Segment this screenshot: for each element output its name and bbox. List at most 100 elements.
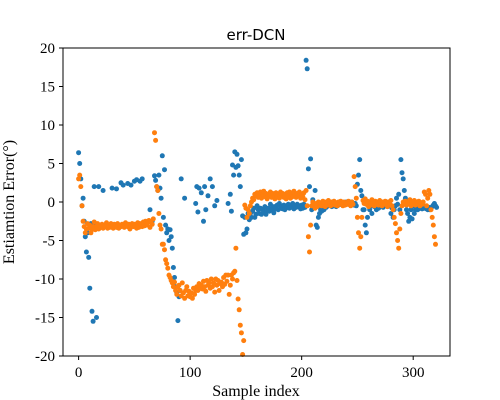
- data-point: [389, 203, 395, 209]
- data-point: [362, 222, 368, 228]
- data-point: [398, 157, 404, 163]
- data-point: [182, 195, 188, 201]
- data-point: [401, 188, 407, 193]
- x-tick-label: 200: [290, 365, 313, 381]
- data-point: [202, 184, 208, 190]
- data-point: [434, 204, 440, 210]
- data-point: [78, 184, 84, 190]
- data-point: [359, 193, 365, 199]
- data-point: [305, 166, 311, 172]
- data-point: [243, 230, 249, 236]
- data-point: [244, 226, 250, 232]
- data-point: [251, 197, 257, 203]
- data-point: [314, 224, 320, 230]
- data-point: [100, 188, 106, 193]
- data-point: [263, 211, 269, 217]
- data-point: [172, 275, 177, 280]
- data-point: [155, 188, 161, 193]
- data-point: [173, 288, 179, 293]
- data-point: [359, 214, 365, 220]
- data-point: [89, 308, 95, 314]
- y-tick-label: 5: [48, 157, 56, 173]
- data-point: [209, 284, 215, 290]
- data-point: [236, 172, 242, 178]
- series-2: [76, 130, 438, 357]
- data-point: [208, 276, 214, 282]
- data-point: [236, 307, 242, 313]
- data-point: [203, 288, 209, 294]
- data-point: [198, 190, 204, 196]
- y-tick-label: -5: [43, 234, 56, 250]
- data-point: [304, 66, 310, 72]
- data-point: [365, 214, 370, 220]
- data-point: [303, 57, 309, 63]
- data-point: [357, 157, 363, 163]
- y-tick-label: 20: [40, 41, 55, 57]
- data-point: [303, 188, 309, 193]
- data-point: [139, 176, 145, 182]
- data-point: [157, 222, 163, 228]
- data-point: [212, 203, 218, 209]
- data-point: [179, 280, 185, 286]
- data-point: [394, 195, 399, 201]
- data-point: [76, 176, 82, 182]
- data-point: [425, 195, 431, 201]
- data-point: [423, 191, 428, 197]
- data-point: [427, 191, 433, 197]
- data-point: [247, 203, 253, 209]
- data-point: [162, 247, 167, 253]
- y-tick-label: 10: [40, 118, 55, 134]
- data-point: [358, 188, 364, 193]
- x-tick-label: 0: [75, 365, 83, 381]
- data-point: [353, 195, 359, 201]
- data-point: [80, 195, 86, 201]
- data-point: [147, 207, 153, 213]
- y-tick-label: -10: [35, 272, 55, 288]
- data-point: [357, 245, 363, 251]
- data-point: [302, 197, 308, 203]
- data-point: [206, 280, 212, 286]
- data-point: [162, 167, 167, 173]
- data-point: [315, 214, 321, 220]
- data-point: [195, 209, 201, 215]
- data-point: [82, 230, 88, 236]
- data-point: [164, 230, 170, 236]
- data-point: [396, 245, 402, 251]
- data-point: [172, 279, 177, 285]
- data-point: [404, 207, 409, 213]
- data-point: [83, 249, 89, 255]
- data-point: [207, 176, 213, 182]
- data-point: [429, 214, 435, 220]
- data-point: [96, 184, 102, 190]
- data-point: [388, 198, 394, 203]
- data-point: [175, 318, 181, 324]
- data-point: [433, 241, 438, 247]
- y-tick-label: 0: [48, 195, 56, 211]
- data-point: [225, 201, 231, 206]
- data-point: [405, 211, 411, 216]
- data-point: [244, 214, 250, 220]
- data-point: [82, 234, 88, 240]
- y-axis-label: Estiamtion Error(°): [1, 140, 18, 264]
- data-point: [390, 207, 396, 213]
- data-point: [165, 265, 171, 271]
- data-point: [304, 203, 310, 209]
- x-tick-label: 100: [179, 365, 202, 381]
- data-point: [153, 177, 159, 183]
- data-point: [397, 226, 403, 232]
- data-point: [356, 172, 361, 178]
- data-point: [395, 201, 401, 207]
- data-point: [228, 208, 234, 214]
- data-point: [174, 291, 180, 297]
- data-point: [430, 222, 436, 228]
- data-point: [238, 157, 244, 163]
- data-point: [396, 191, 402, 197]
- data-point: [76, 150, 82, 156]
- data-point: [201, 218, 206, 224]
- data-point: [77, 161, 83, 166]
- data-point: [431, 234, 437, 240]
- data-point: [356, 230, 361, 236]
- data-point: [227, 282, 233, 288]
- data-point: [154, 184, 160, 190]
- data-point: [409, 216, 415, 222]
